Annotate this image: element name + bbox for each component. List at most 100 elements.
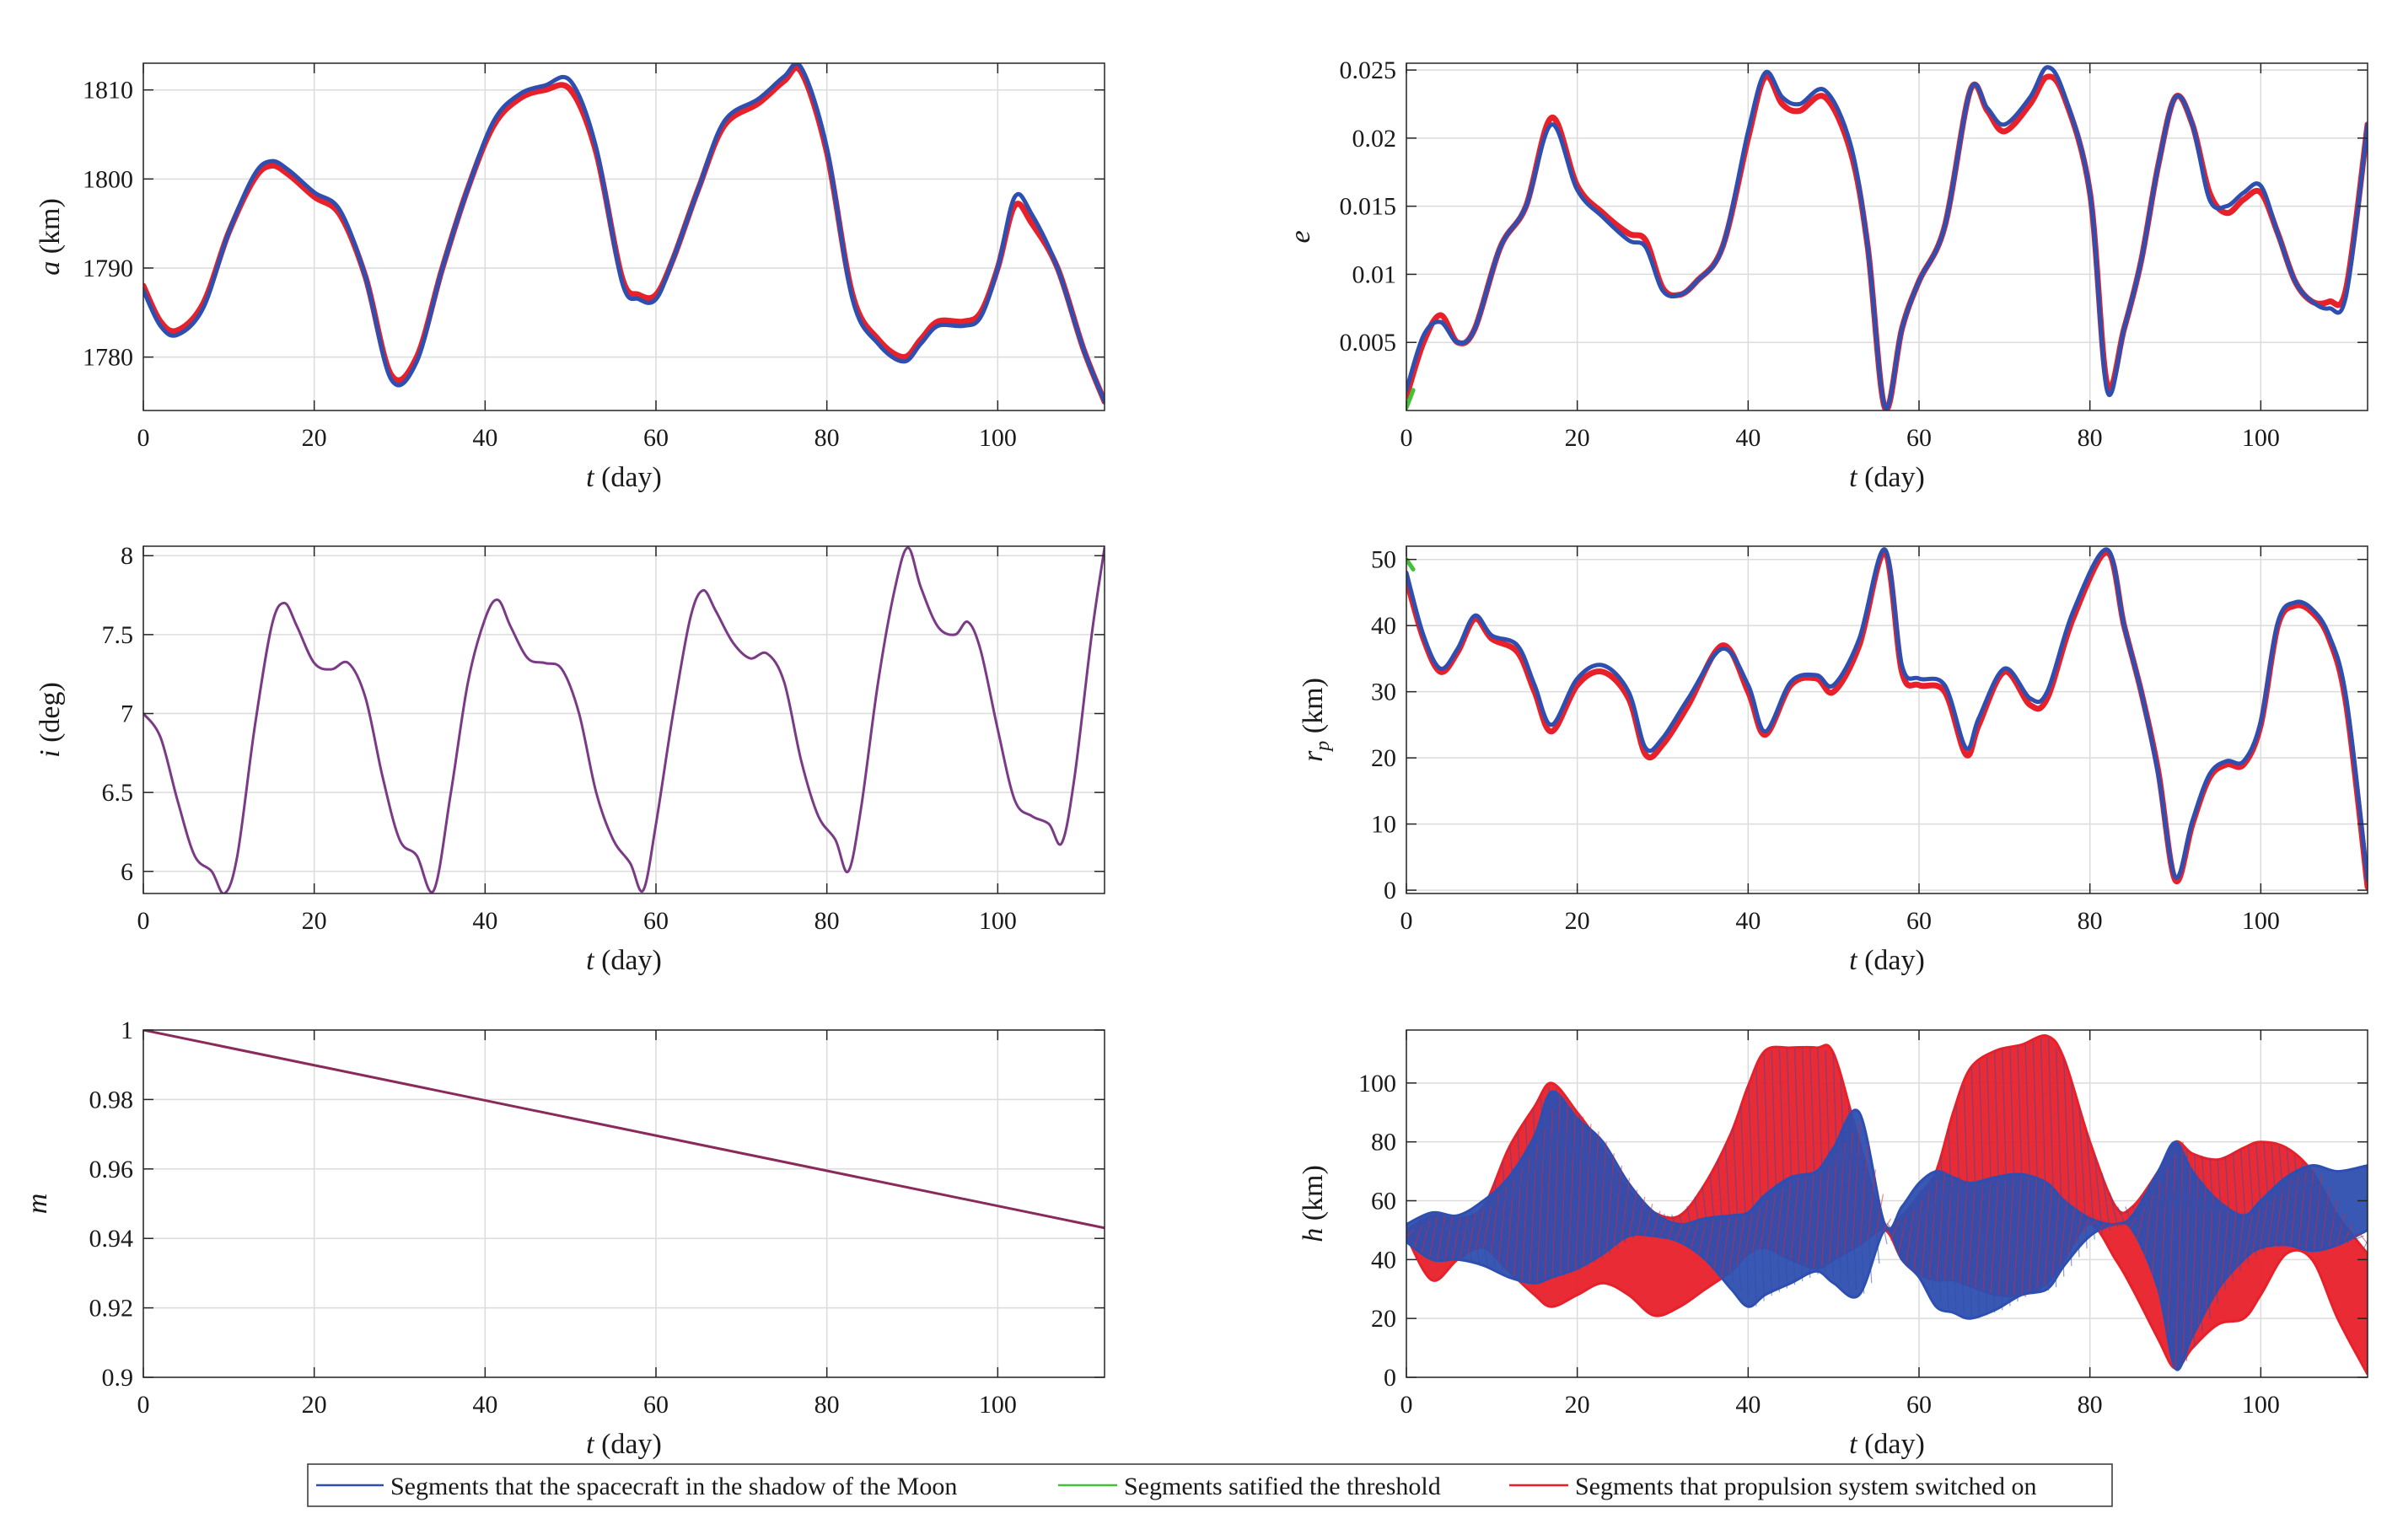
segment-line [2067, 1203, 2077, 1255]
y-tick-label: 40 [1371, 612, 1396, 640]
segment-line [1590, 1131, 1599, 1261]
segment-line [1452, 1217, 1461, 1260]
segment-line [1594, 1136, 1604, 1258]
segment-line [1820, 1164, 1830, 1266]
segment-line [2213, 1195, 2223, 1297]
x-tick-label: 60 [1906, 424, 1932, 452]
segment-line [2143, 1194, 2153, 1258]
segment-line [2201, 1156, 2211, 1318]
segment-line [1859, 1144, 1868, 1245]
y-axis-unit: (deg) [35, 682, 66, 749]
series-line [143, 1030, 1105, 1230]
segment-line [2021, 1174, 2030, 1296]
segment-line [1997, 1177, 2007, 1296]
y-tick-label: 0.94 [89, 1225, 134, 1253]
y-axis-var: h [1298, 1228, 1329, 1242]
y-tick-label: 0.92 [89, 1295, 134, 1323]
segment-line [1706, 1218, 1715, 1261]
x-tick-label: 40 [1735, 907, 1761, 935]
x-tick-label: 0 [1400, 1391, 1413, 1419]
segment-line [2274, 1187, 2284, 1247]
chart-mass: 0 20 40 60 80 100 0.9 0.92 0.94 0.96 0.98 1 t (day) m [22, 1017, 1105, 1460]
x-tick-label: 60 [643, 907, 669, 935]
y-tick-label: 0.02 [1352, 125, 1397, 153]
segment-line [2178, 1144, 2188, 1361]
segment-line [1517, 1133, 1526, 1280]
segment-line [1733, 1127, 1742, 1291]
series-line [143, 63, 1105, 404]
segment-line [1990, 1178, 1999, 1294]
x-axis-var: t [586, 945, 595, 976]
segment-line [2159, 1168, 2169, 1297]
segment-line [1610, 1159, 1619, 1249]
segment-line [1736, 1214, 1745, 1266]
plot-area [143, 1030, 1105, 1230]
y-tick-label: 0 [1384, 877, 1396, 904]
x-tick-label: 40 [472, 424, 497, 452]
segment-line [1874, 1194, 1884, 1236]
segment-line [1713, 1217, 1723, 1270]
segment-line [1494, 1180, 1503, 1271]
plot-area [143, 63, 1105, 405]
y-axis-label: rp (km) [1298, 678, 1334, 762]
segment-line [1628, 1189, 1638, 1237]
segment-line [2121, 1221, 2130, 1227]
y-axis-label: m [22, 1194, 53, 1215]
segment-line [1567, 1108, 1577, 1272]
segment-line [1959, 1179, 1969, 1283]
segment-line [1524, 1120, 1535, 1281]
segment-line [2163, 1162, 2173, 1315]
segment-line [1775, 1188, 1784, 1253]
legend: Segments that the spacecraft in the shad… [307, 1463, 2113, 1507]
segment-line [2113, 1223, 2122, 1226]
segment-line [1986, 1056, 1996, 1313]
x-tick-label: 60 [1906, 907, 1932, 935]
segment-line [1982, 1180, 1992, 1291]
segment-line [1767, 1193, 1777, 1249]
segment-line [1901, 1215, 1911, 1260]
segment-line [1413, 1225, 1422, 1248]
segment-line [2332, 1207, 2341, 1247]
segment-line [2044, 1182, 2053, 1285]
segment-line [1448, 1217, 1457, 1260]
x-tick-label: 0 [1400, 907, 1413, 935]
segment-line [1637, 1196, 1646, 1237]
x-tick-label: 20 [302, 1391, 327, 1419]
segment-line [1563, 1097, 1572, 1274]
y-axis-unit: (km) [35, 198, 66, 261]
segment-line [1490, 1194, 1500, 1255]
segment-line [1682, 1223, 1692, 1245]
segment-line [1955, 1104, 1965, 1314]
segment-line [1829, 1153, 1838, 1263]
segment-line [1463, 1215, 1473, 1262]
x-axis-var: t [586, 462, 595, 493]
x-axis-label: t (day) [586, 945, 662, 976]
segment-line [1663, 1213, 1673, 1239]
segment-line [2029, 1177, 2038, 1292]
segment-line [1425, 1219, 1434, 1256]
segment-line [1697, 1220, 1707, 1255]
y-axis-unit: (km) [1298, 1165, 1329, 1228]
segment-line [1721, 1216, 1730, 1279]
series-line [1406, 550, 2368, 890]
segment-line [1925, 1186, 1934, 1289]
x-axis-unit: (day) [594, 945, 662, 976]
segment-line [2328, 1200, 2338, 1248]
segment-line [1782, 1182, 1792, 1257]
y-tick-label: 1780 [83, 344, 133, 372]
segment-line [2236, 1211, 2245, 1268]
x-tick-label: 40 [1735, 1391, 1761, 1419]
segment-line [1728, 1215, 1738, 1273]
segment-line [1509, 1146, 1519, 1278]
segment-line [2051, 1188, 2061, 1276]
segment-line [2293, 1155, 2304, 1248]
chart-inclination: 0 20 40 60 80 100 6 6.5 7 7.5 8 t (day) i (deg) [35, 542, 1105, 976]
segment-line [1644, 1204, 1653, 1237]
segment-line [2266, 1194, 2277, 1248]
segment-line [1467, 1213, 1476, 1255]
x-axis-label: t (day) [1849, 1429, 1925, 1460]
y-tick-label: 40 [1371, 1246, 1396, 1274]
segment-line [1921, 1191, 1930, 1275]
x-tick-label: 40 [1735, 424, 1761, 452]
segment-line [1790, 1177, 1799, 1260]
